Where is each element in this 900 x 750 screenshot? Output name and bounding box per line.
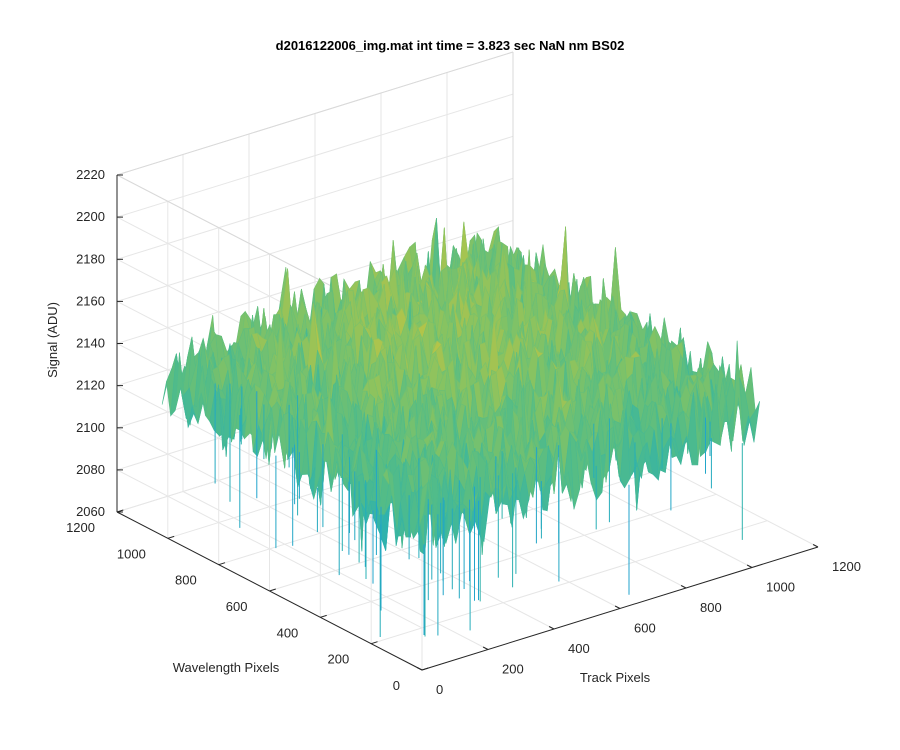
x-tick — [416, 667, 423, 671]
z-tick-label: 2200 — [76, 209, 105, 224]
grid-line — [320, 493, 717, 618]
grid-line — [116, 93, 514, 218]
z-tick-label: 2140 — [76, 336, 105, 351]
z-tick-label: 2120 — [76, 378, 105, 393]
x-tick — [680, 585, 687, 589]
z-tick-label: 2160 — [76, 293, 105, 308]
y-tick — [218, 562, 226, 566]
z-tick-label: 2180 — [76, 251, 105, 266]
y-axis-label: Wavelength Pixels — [173, 660, 280, 675]
x-tick — [746, 564, 753, 568]
y-tick-label: 0 — [393, 678, 400, 693]
grid-line — [116, 469, 423, 629]
label-layer: d2016122006_img.mat int time = 3.823 sec… — [45, 38, 651, 685]
grid-line — [116, 385, 423, 545]
y-tick — [167, 535, 175, 539]
z-tick-label: 2060 — [76, 504, 105, 519]
grid-line — [116, 177, 514, 302]
x-tick-label: 400 — [568, 641, 590, 656]
grid-line — [116, 135, 514, 260]
y-tick — [116, 509, 124, 513]
grid-line — [371, 520, 768, 645]
z-axis-label: Signal (ADU) — [45, 302, 60, 378]
x-tick-label: 800 — [700, 600, 722, 615]
x-tick-label: 200 — [502, 662, 524, 677]
z-tick-label: 2220 — [76, 167, 105, 182]
y-tick — [269, 588, 276, 592]
y-tick-label: 200 — [327, 652, 349, 667]
y-tick-label: 800 — [175, 573, 197, 588]
z-tick-label: 2080 — [76, 462, 105, 477]
y-tick — [320, 614, 327, 618]
axis-layer: 2060 2080 2100 2120 2140 2160 2180 2200 2220 0 200… — [66, 167, 861, 697]
x-tick — [812, 544, 819, 548]
y-tick-label: 1200 — [66, 520, 95, 535]
y-tick — [371, 641, 378, 645]
x-tick-label: 1000 — [766, 580, 795, 595]
grid-line — [116, 427, 423, 587]
y-tick-label: 600 — [226, 599, 248, 614]
x-tick — [614, 605, 621, 609]
x-tick — [482, 646, 489, 650]
x-tick-label: 1200 — [832, 559, 861, 574]
x-axis-label: Track Pixels — [580, 670, 651, 685]
x-tick-label: 600 — [634, 621, 656, 636]
x-tick-label: 0 — [436, 682, 443, 697]
y-tick-label: 400 — [277, 625, 299, 640]
chart-title: d2016122006_img.mat int time = 3.823 sec… — [276, 38, 625, 53]
surface-layer — [161, 218, 760, 637]
box-edge — [116, 51, 514, 176]
y-tick-label: 1000 — [117, 546, 146, 561]
x-tick — [548, 626, 555, 630]
grid-line — [116, 220, 514, 344]
z-tick-label: 2100 — [76, 420, 105, 435]
